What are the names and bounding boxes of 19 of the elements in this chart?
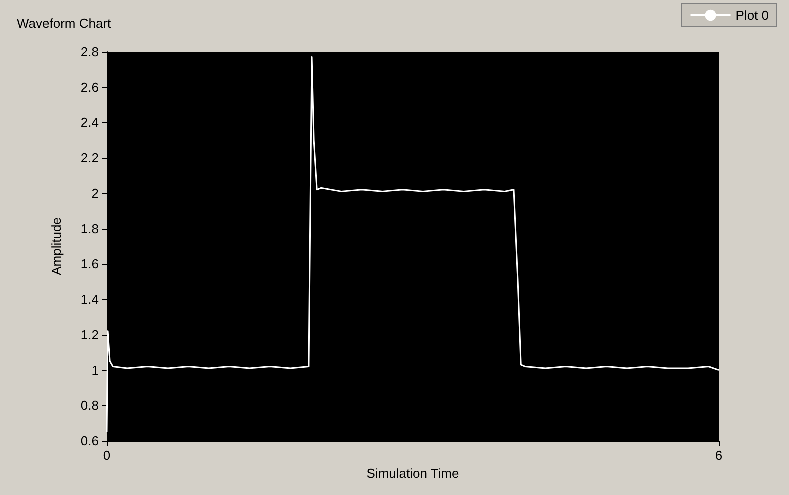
chart-title: Waveform Chart — [17, 16, 112, 31]
y-tick-label: 1.6 — [80, 256, 99, 272]
y-axis-title: Amplitude — [49, 218, 64, 276]
y-tick-label: 1.4 — [80, 292, 99, 308]
y-tick-label: 0.8 — [80, 398, 99, 414]
legend-label: Plot 0 — [736, 8, 770, 23]
x-tick-label: 6 — [715, 448, 723, 463]
y-tick-label: 2.4 — [80, 115, 99, 130]
y-tick-label: 0.6 — [80, 434, 99, 448]
line-series — [106, 56, 720, 433]
x-axis-title: Simulation Time — [366, 466, 460, 481]
y-tick-label: 1.2 — [80, 327, 99, 342]
x-tick-label: 0 — [103, 448, 111, 463]
y-tick-label: 2.8 — [80, 44, 99, 60]
y-tick-label: 2 — [92, 186, 99, 201]
y-tick-label: 2.6 — [80, 80, 99, 95]
y-tick-label: 1.8 — [80, 221, 99, 236]
y-tick-label: 2.2 — [80, 150, 99, 166]
y-tick-label: 1 — [92, 362, 99, 378]
